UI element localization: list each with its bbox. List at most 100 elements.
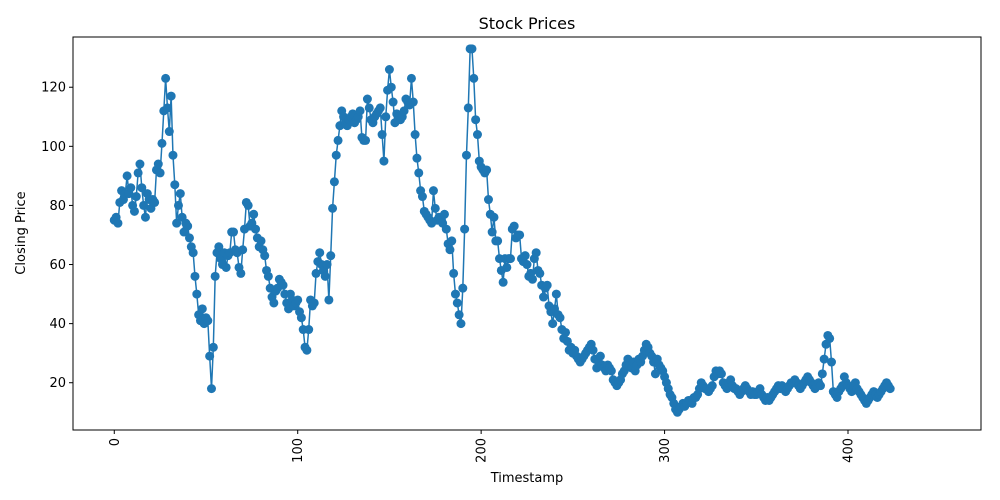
data-point [311, 268, 321, 278]
data-point [206, 384, 216, 394]
data-point [450, 289, 460, 299]
data-point [561, 327, 571, 337]
data-point [384, 65, 394, 74]
y-tick-label: 40 [49, 317, 66, 332]
data-point [315, 248, 325, 258]
data-point [131, 192, 141, 202]
data-point [606, 366, 616, 376]
data-point [460, 224, 470, 234]
data-point [135, 159, 145, 169]
data-point [381, 112, 391, 122]
data-point [410, 130, 420, 140]
data-point [205, 351, 215, 361]
data-point [263, 271, 273, 281]
data-point [221, 262, 231, 272]
data-point [417, 192, 427, 202]
data-point [467, 44, 477, 54]
data-point [535, 268, 545, 278]
data-point [817, 369, 827, 379]
data-point [208, 342, 218, 352]
data-point [153, 159, 163, 169]
data-point [452, 298, 462, 308]
data-point [483, 195, 493, 205]
x-axis-label: Timestamp [490, 471, 564, 486]
data-point [331, 150, 341, 160]
data-point [162, 103, 172, 113]
data-point [707, 381, 717, 391]
data-point [129, 206, 139, 216]
data-point [172, 218, 182, 228]
y-tick-label: 100 [41, 140, 66, 155]
data-point [188, 248, 198, 258]
data-point [192, 289, 202, 299]
data-point [498, 277, 508, 287]
y-tick-label: 120 [41, 81, 66, 96]
data-point [324, 295, 334, 305]
data-point [236, 268, 246, 278]
data-point [304, 325, 314, 335]
x-tick-label: 300 [658, 438, 673, 463]
data-point [377, 130, 387, 140]
data-point [278, 280, 288, 290]
data-point [502, 262, 512, 272]
data-point [122, 171, 132, 181]
data-point [173, 200, 183, 210]
y-axis-label: Closing Price [14, 191, 29, 274]
data-point [203, 316, 213, 326]
data-point [509, 221, 519, 231]
data-point [126, 183, 136, 193]
x-tick-label: 200 [475, 438, 490, 463]
data-point [309, 298, 319, 308]
data-point [256, 236, 266, 246]
data-point [229, 227, 239, 237]
data-point [379, 156, 389, 166]
data-point [428, 186, 438, 196]
data-point [469, 73, 479, 83]
data-point [522, 260, 532, 270]
data-point [320, 271, 330, 281]
series-points [109, 44, 895, 417]
data-point [815, 381, 825, 391]
data-point [539, 292, 549, 302]
data-point [164, 127, 174, 137]
data-point [548, 319, 558, 329]
data-point [406, 73, 416, 83]
data-point [445, 245, 455, 255]
data-point [157, 138, 167, 148]
y-tick-label: 60 [49, 258, 66, 273]
data-point [482, 165, 492, 175]
data-point [260, 251, 270, 261]
chart-title: Stock Prices [479, 14, 576, 33]
data-point [528, 274, 537, 284]
data-point [183, 221, 193, 231]
x-axis-ticks: 0 100 200 300 400 [108, 430, 857, 463]
y-axis-ticks: 20 40 60 80 100 120 [41, 81, 73, 391]
x-tick-label: 400 [842, 438, 857, 463]
data-point [458, 283, 468, 293]
data-point [471, 115, 481, 125]
y-tick-label: 20 [49, 376, 66, 391]
data-point [515, 230, 525, 240]
data-point [461, 150, 471, 160]
data-point [322, 260, 332, 270]
data-point [716, 369, 726, 379]
data-point [139, 200, 149, 210]
data-point [454, 310, 464, 320]
data-point [825, 333, 835, 343]
data-point [251, 224, 261, 234]
data-point [414, 168, 424, 178]
data-point [333, 135, 343, 145]
data-point [296, 313, 306, 323]
axes-frame [72, 36, 982, 431]
data-point [362, 94, 372, 104]
data-point [386, 82, 396, 92]
data-point [375, 103, 385, 113]
data-point [302, 345, 312, 355]
data-point [520, 251, 530, 261]
data-point [355, 106, 365, 116]
data-point [505, 254, 515, 264]
data-point [328, 203, 338, 213]
data-point [113, 218, 123, 228]
data-point [819, 354, 829, 364]
